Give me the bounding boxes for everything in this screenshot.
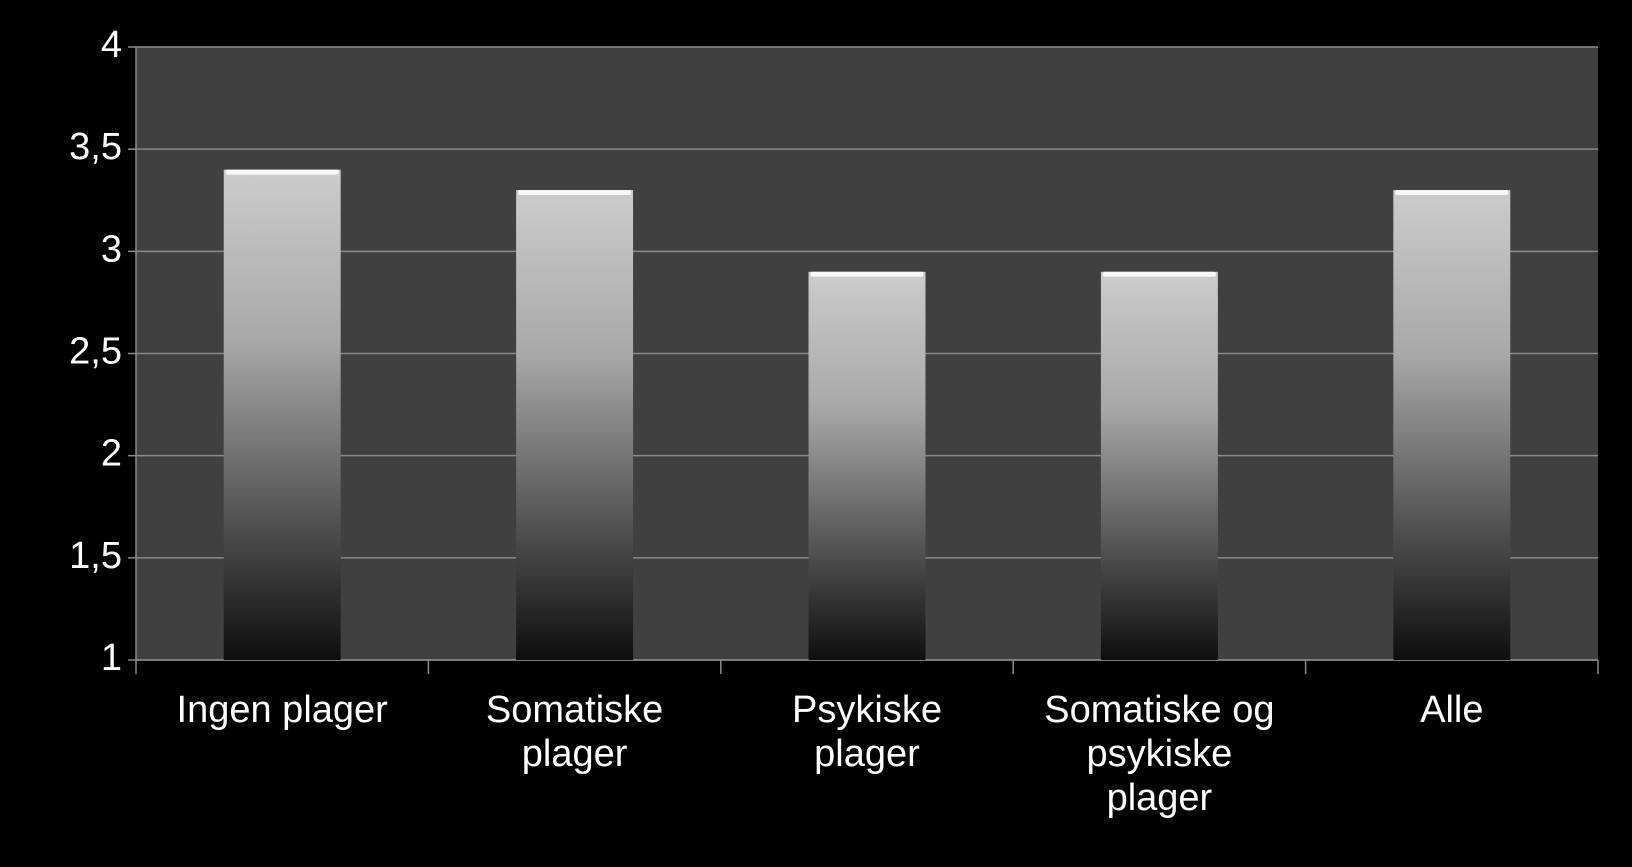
bar-highlight xyxy=(810,271,924,277)
bar-highlight xyxy=(225,169,339,175)
bar-highlight xyxy=(518,190,632,196)
bar xyxy=(516,190,634,661)
bar-highlight xyxy=(1102,271,1216,277)
y-tick-label: 1,5 xyxy=(69,535,122,577)
y-tick-label: 2 xyxy=(101,433,122,475)
bar xyxy=(223,169,341,660)
y-tick-label: 4 xyxy=(101,24,122,66)
x-tick-label: Somatiske og psykiske plager xyxy=(1044,689,1275,819)
bar xyxy=(1393,190,1511,661)
y-tick-label: 3 xyxy=(101,228,122,270)
bar xyxy=(808,271,926,660)
x-tick-label: Psykiske plager xyxy=(792,689,942,775)
x-tick-label: Somatiske plager xyxy=(485,689,664,775)
y-tick-label: 3,5 xyxy=(69,126,122,168)
x-tick-label: Alle xyxy=(1420,689,1484,731)
x-tick-label: Ingen plager xyxy=(176,689,388,731)
bar xyxy=(1100,271,1218,660)
y-tick-label: 1 xyxy=(101,637,122,679)
y-tick-label: 2,5 xyxy=(69,331,122,373)
bar-highlight xyxy=(1395,190,1509,196)
